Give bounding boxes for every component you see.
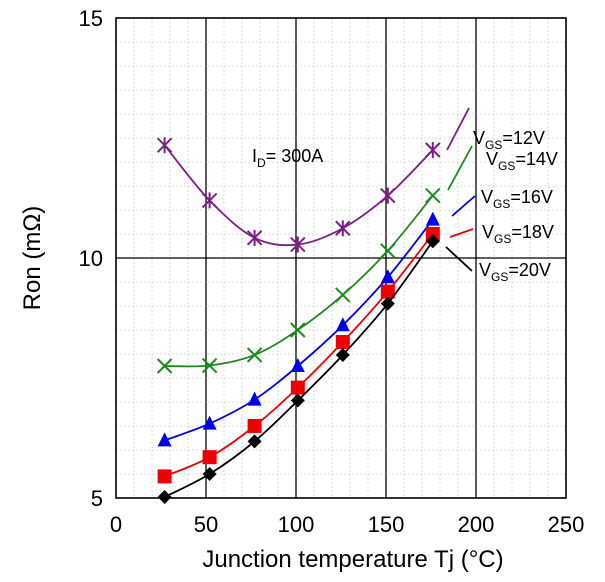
point-marker: [156, 358, 173, 374]
point-marker: [247, 419, 262, 433]
point-marker: [156, 137, 173, 154]
legend-label-main: V: [481, 187, 493, 207]
point-marker: [380, 296, 395, 311]
plot-frame: [115, 17, 567, 499]
legend-label-sub: GS: [485, 138, 502, 152]
legend-label: VGS=18V: [482, 222, 554, 246]
point-marker: [201, 192, 218, 209]
annotation-rest: = 300A: [266, 146, 324, 166]
point-marker: [290, 393, 305, 408]
series-1: [156, 187, 441, 374]
point-marker: [290, 236, 306, 253]
point-marker: [335, 335, 350, 349]
annotation-sub: D: [257, 156, 266, 170]
point-marker: [247, 391, 262, 406]
legend-label-main: V: [482, 222, 494, 242]
y-tick-label: 5: [91, 486, 103, 511]
point-marker: [157, 490, 172, 505]
legend-leader-line: [449, 228, 474, 238]
legend-label-rest: =14V: [515, 149, 558, 169]
legend-label: VGS=16V: [481, 187, 553, 211]
point-marker: [202, 415, 217, 430]
legend-leader-line: [447, 145, 473, 191]
point-marker: [201, 357, 218, 374]
x-tick-label: 0: [110, 512, 122, 537]
series-group: [156, 137, 441, 505]
legend-label-rest: =16V: [510, 187, 553, 207]
point-marker: [380, 269, 395, 284]
point-marker: [247, 434, 262, 449]
point-marker: [335, 347, 350, 362]
point-marker: [290, 380, 305, 395]
point-marker: [290, 322, 306, 338]
legend-label: VGS=20V: [479, 260, 551, 284]
legend-label-rest: =12V: [502, 128, 545, 148]
y-axis-title: Ron (mΩ): [19, 206, 46, 311]
x-tick-label: 150: [368, 512, 405, 537]
legend-label-main: V: [479, 260, 491, 280]
legend-label-rest: =18V: [511, 222, 554, 242]
x-tick-label: 200: [458, 512, 495, 537]
point-marker: [380, 284, 395, 299]
legend-label-sub: GS: [494, 232, 511, 246]
point-marker: [246, 229, 263, 246]
point-marker: [335, 287, 351, 303]
point-marker: [157, 469, 172, 484]
point-marker: [380, 187, 396, 204]
point-marker: [425, 234, 440, 249]
legend-leader-line: [445, 246, 473, 272]
legend-label-rest: =20V: [508, 260, 551, 280]
series-2: [157, 211, 440, 447]
x-tick-label: 250: [548, 512, 585, 537]
legend-label-main: V: [473, 128, 485, 148]
annotation-main: I: [252, 146, 257, 166]
legend-label: VGS=12V: [473, 128, 545, 152]
legend-label-sub: GS: [491, 270, 508, 284]
legend-label-main: V: [486, 149, 498, 169]
legend-leader-line: [446, 107, 470, 151]
y-tick-label: 10: [79, 246, 103, 271]
x-axis-title: Junction temperature Tj (°C): [202, 546, 503, 573]
point-marker: [157, 432, 172, 447]
point-marker: [380, 243, 396, 259]
point-marker: [425, 187, 441, 204]
x-tick-label: 50: [194, 512, 218, 537]
legend-label: VGS=14V: [486, 149, 558, 173]
point-marker: [202, 467, 217, 481]
point-marker: [425, 142, 441, 158]
series-4: [157, 234, 440, 505]
point-marker: [335, 220, 351, 237]
point-marker: [202, 450, 217, 465]
point-marker: [425, 211, 440, 226]
point-marker: [425, 227, 440, 241]
point-marker: [290, 358, 305, 372]
series-3: [157, 227, 440, 484]
legend-label-sub: GS: [493, 197, 510, 211]
series-0: [156, 137, 441, 253]
legend-label-sub: GS: [498, 159, 515, 173]
annotation: ID= 300A: [252, 146, 323, 170]
legend-leader-line: [451, 195, 476, 217]
point-marker: [246, 347, 263, 363]
point-marker: [335, 317, 350, 332]
y-tick-label: 15: [79, 6, 103, 31]
x-tick-label: 100: [278, 512, 315, 537]
tick-labels: 0 50 100 150 200 250 5 10 15: [79, 6, 585, 537]
